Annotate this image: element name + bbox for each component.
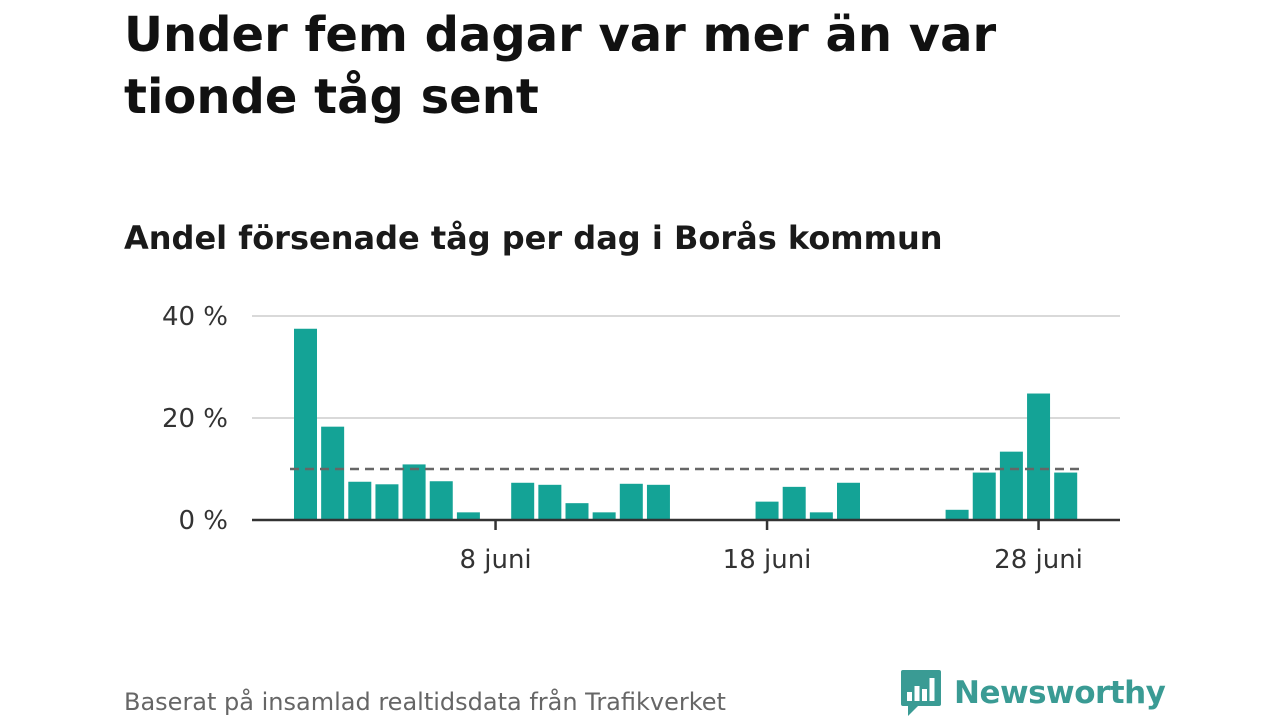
bar-day-6 xyxy=(429,481,453,520)
bar-chart: 0 % 20 % 40 % 8 juni 18 juni 28 juni xyxy=(162,302,1120,575)
axes xyxy=(252,518,1120,530)
bar-day-20 xyxy=(809,512,833,520)
bar-day-28 xyxy=(1027,393,1051,520)
bar-day-21 xyxy=(837,482,860,520)
y-tick-label: 20 % xyxy=(162,404,228,434)
y-tick-label: 0 % xyxy=(178,506,228,536)
bar-day-12 xyxy=(592,512,616,520)
x-tick-label: 8 juni xyxy=(459,545,531,575)
grid-lines xyxy=(252,315,1120,419)
bar-day-26 xyxy=(972,472,996,520)
bar-chart-speech-bubble-icon xyxy=(901,670,941,716)
x-tick-label: 18 juni xyxy=(723,545,812,575)
brand-name: Newsworthy xyxy=(954,675,1166,711)
bar-day-10 xyxy=(538,484,562,520)
bar-day-2 xyxy=(321,426,345,520)
chart-title: Under fem dagar var mer än var tionde tå… xyxy=(124,7,997,125)
bar-day-11 xyxy=(565,503,589,520)
bar-day-29 xyxy=(1054,472,1078,520)
bar-day-18 xyxy=(755,501,779,520)
bar-day-1 xyxy=(294,328,317,520)
brand-logo: Newsworthy xyxy=(900,668,1166,718)
source-note: Baserat på insamlad realtidsdata från Tr… xyxy=(124,688,726,716)
tick-labels: 0 % 20 % 40 % 8 juni 18 juni 28 juni xyxy=(162,302,1083,575)
bar-day-3 xyxy=(348,481,372,520)
bar-day-19 xyxy=(782,486,806,520)
chart-subtitle: Andel försenade tåg per dag i Borås komm… xyxy=(124,219,943,257)
bar-day-5 xyxy=(402,464,426,520)
bar-day-13 xyxy=(619,483,643,520)
bar-day-9 xyxy=(511,482,535,520)
y-tick-label: 40 % xyxy=(162,302,228,332)
bars xyxy=(294,328,1078,520)
bar-day-7 xyxy=(456,512,480,520)
x-tick-label: 28 juni xyxy=(994,545,1083,575)
bar-day-27 xyxy=(999,451,1023,520)
bar-day-14 xyxy=(646,484,670,520)
bar-day-4 xyxy=(375,484,399,520)
bar-day-25 xyxy=(945,509,969,520)
